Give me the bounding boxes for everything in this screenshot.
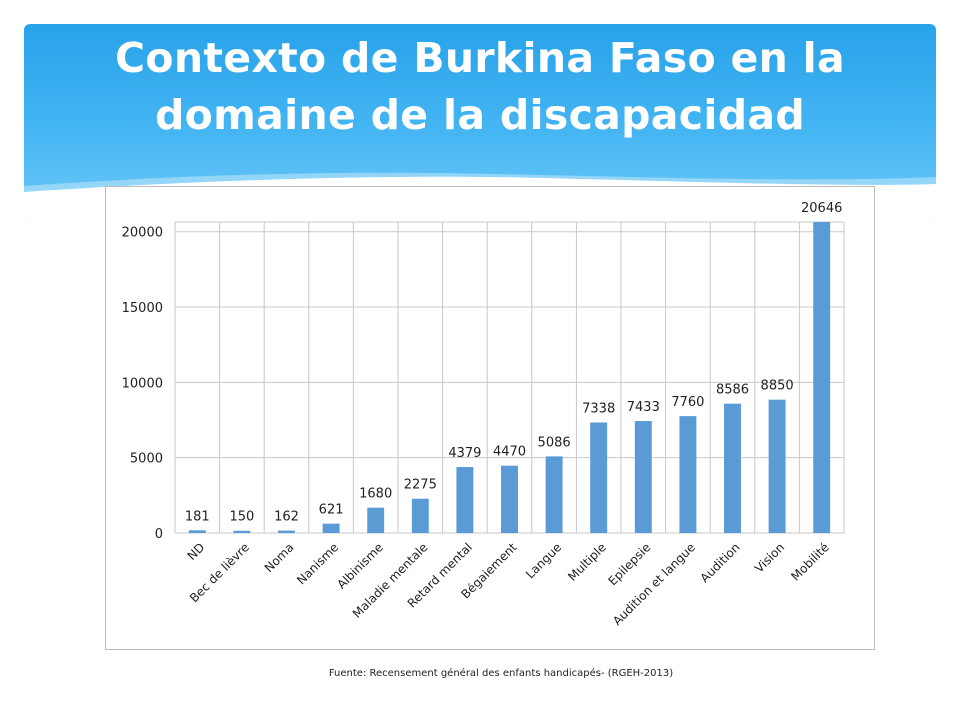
x-tick-label: Langue — [523, 540, 564, 581]
x-tick-label: Mobilité — [788, 540, 831, 583]
x-tick-label: Nanisme — [294, 540, 341, 587]
x-tick-label: Multiple — [565, 540, 609, 584]
x-tick-label: Audition — [698, 540, 743, 585]
x-tick-label: Noma — [262, 540, 297, 575]
data-label: 4379 — [448, 446, 481, 461]
data-label: 150 — [229, 510, 254, 525]
bar-8 — [545, 456, 563, 533]
data-label: 7760 — [671, 395, 704, 410]
y-tick-label: 10000 — [122, 376, 163, 391]
data-label: 2275 — [404, 478, 437, 493]
data-labels: 181 150 162 621 1680 2275 4379 4470 5086 7338 7433… — [185, 201, 842, 525]
slide-title: Contexto de Burkina Faso en la domaine d… — [24, 30, 936, 144]
bar-9 — [590, 422, 608, 533]
bar-6 — [456, 467, 474, 533]
data-label: 1680 — [359, 487, 392, 502]
bar-4 — [367, 507, 385, 533]
bar-1 — [233, 530, 251, 533]
data-label: 7433 — [627, 400, 660, 415]
bar-0 — [188, 530, 206, 533]
data-label: 621 — [319, 503, 344, 518]
bar-2 — [278, 530, 295, 533]
bar-5 — [411, 498, 429, 533]
bar-11 — [679, 416, 697, 533]
data-label: 5086 — [538, 435, 571, 450]
bar-13 — [768, 399, 786, 533]
bars — [188, 222, 831, 533]
source-caption: Fuente: Recensement général des enfants … — [328, 668, 674, 679]
data-label: 7338 — [582, 401, 615, 416]
bar-12 — [724, 403, 741, 533]
bar-14 — [813, 222, 831, 533]
data-label: 162 — [274, 510, 299, 525]
y-tick-label: 0 — [155, 527, 163, 542]
bar-chart: 0 5000 10000 15000 20000 181 150 162 621 1680 227… — [105, 186, 875, 650]
data-label: 8586 — [716, 383, 749, 398]
bar-chart-canvas: 0 5000 10000 15000 20000 181 150 162 621 1680 227… — [122, 201, 845, 628]
y-tick-label: 5000 — [130, 452, 163, 467]
slide-title-line-2: domaine de la discapacidad — [155, 91, 805, 139]
x-tick-label: Vision — [752, 540, 787, 575]
data-label: 20646 — [801, 201, 842, 216]
y-tick-label: 15000 — [122, 301, 163, 316]
data-label: 181 — [185, 509, 210, 524]
x-tick-label: ND — [185, 540, 208, 563]
x-tick-label: Audition et langue — [610, 540, 698, 628]
x-tick-label: Maladie mentale — [350, 540, 431, 621]
bar-10 — [634, 421, 652, 533]
y-tick-label: 20000 — [122, 226, 163, 241]
bar-3 — [322, 523, 340, 533]
data-label: 8850 — [761, 379, 794, 394]
data-label: 4470 — [493, 445, 526, 460]
bar-7 — [501, 465, 518, 533]
y-tick-labels: 0 5000 10000 15000 20000 — [122, 226, 163, 542]
slide-title-line-1: Contexto de Burkina Faso en la — [115, 34, 845, 82]
grid-layer — [174, 221, 845, 534]
